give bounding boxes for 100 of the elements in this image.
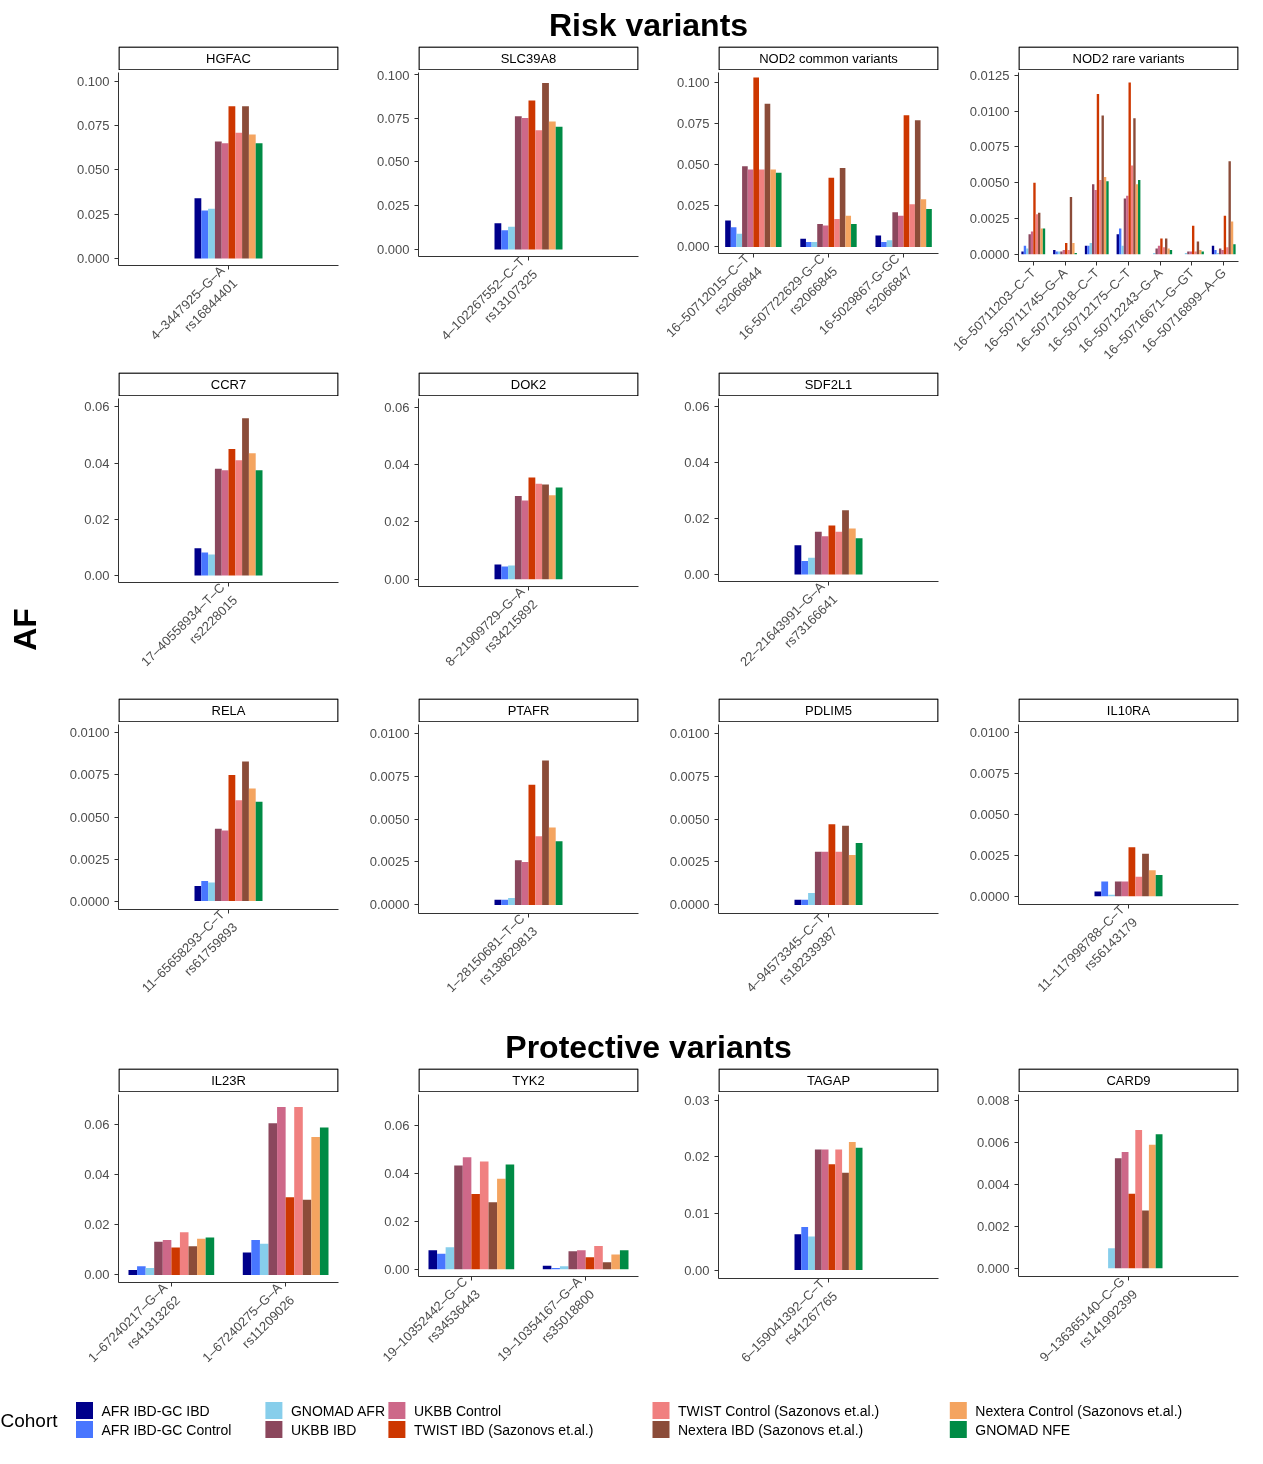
bar (821, 851, 829, 905)
bar (214, 468, 222, 576)
bar (914, 120, 921, 247)
bar (1135, 876, 1143, 897)
bar (248, 453, 256, 576)
y-tick-label: 0.050 (376, 154, 410, 170)
bar (855, 843, 863, 905)
bar (248, 134, 256, 259)
y-tick-label: 0.04 (384, 1166, 410, 1182)
y-tick-label: 0.000 (376, 241, 410, 257)
bar (214, 828, 222, 902)
y-tick-label: 0.0025 (69, 851, 110, 867)
y-tick-label: 0.02 (384, 514, 410, 530)
bar (835, 1149, 843, 1271)
bar (445, 1247, 455, 1270)
bar (814, 851, 822, 905)
bar (1072, 242, 1075, 255)
bar (501, 230, 509, 250)
y-tick-label: 0.002 (976, 1218, 1010, 1234)
bar (1155, 1134, 1163, 1269)
y-tick-label: 0.0075 (369, 768, 410, 784)
bar (834, 218, 840, 247)
bar (242, 1252, 252, 1275)
y-tick-label: 0.06 (384, 399, 410, 415)
y-tick-label: 0.000 (976, 1260, 1010, 1276)
bar (851, 223, 857, 247)
bar (559, 1266, 569, 1270)
y-tick-label: 0.025 (676, 198, 710, 214)
bar (848, 855, 856, 905)
y-tick-label: 0.0000 (369, 897, 410, 913)
bar (794, 545, 802, 575)
bar (255, 470, 263, 576)
y-tick-label: 0.025 (376, 198, 410, 214)
y-tick-label: 0.100 (676, 74, 710, 90)
legend-label: TWIST Control (Sazonovs et.al.) (678, 1402, 880, 1419)
chart-subtitle: IL10RA (1106, 703, 1151, 718)
y-tick-label: 0.004 (976, 1176, 1010, 1192)
chart-subtitle: SLC39A8 (500, 51, 557, 66)
bar (508, 226, 515, 250)
bar (842, 1172, 849, 1271)
y-tick-label: 0.0100 (369, 725, 410, 741)
bar (814, 1149, 822, 1271)
bar (514, 860, 522, 905)
y-tick-label: 0.0100 (669, 725, 710, 741)
bar (808, 557, 815, 575)
bar (428, 1250, 438, 1270)
bar (805, 241, 812, 247)
bar (1142, 853, 1149, 897)
bar (508, 565, 515, 580)
bar (619, 1250, 629, 1270)
y-tick-label: 0.0025 (369, 854, 410, 870)
y-tick-label: 0.0050 (969, 175, 1010, 191)
bar (898, 215, 904, 247)
chart-subtitle: TYK2 (512, 1073, 545, 1088)
bar (548, 827, 556, 905)
bar (585, 1257, 595, 1270)
y-tick-label: 0.008 (976, 1093, 1010, 1109)
bar (242, 418, 249, 576)
bar (758, 169, 765, 247)
legend-title: Cohort (0, 1410, 59, 1431)
bar (521, 861, 529, 905)
chart-subtitle: PTAFR (507, 703, 550, 718)
y-tick-label: 0.04 (84, 455, 110, 471)
chart-subtitle: DOK2 (510, 377, 547, 392)
bar (145, 1267, 155, 1275)
bar (479, 1161, 489, 1270)
y-tick-label: 0.0075 (669, 768, 710, 784)
bar (555, 487, 563, 580)
bar (277, 1107, 286, 1275)
bar (886, 240, 893, 247)
legend-label: UKBB Control (413, 1402, 502, 1419)
bar (568, 1251, 578, 1270)
bar (1114, 881, 1122, 897)
bar (179, 1232, 189, 1275)
y-tick-label: 0.02 (684, 1149, 710, 1165)
y-tick-label: 0.0100 (969, 725, 1010, 741)
y-tick-label: 0.0050 (369, 811, 410, 827)
y-tick-label: 0.00 (84, 567, 110, 583)
bar (255, 143, 263, 259)
y-tick-label: 0.000 (76, 250, 110, 266)
y-tick-label: 0.0025 (669, 854, 710, 870)
bar (1099, 179, 1102, 255)
bar (471, 1193, 480, 1270)
bar (248, 788, 256, 902)
bar (753, 77, 759, 247)
chart-subtitle: CCR7 (210, 377, 247, 392)
text: Risk variants (548, 6, 749, 43)
y-tick-label: 0.0000 (69, 893, 110, 909)
bar (197, 1238, 206, 1275)
bar (1148, 1144, 1156, 1269)
bar (736, 233, 743, 247)
bar (822, 225, 829, 247)
bar (814, 531, 822, 575)
y-tick-label: 0.006 (976, 1135, 1010, 1151)
chart-subtitle: SDF2L1 (804, 377, 853, 392)
bar (855, 538, 863, 575)
bar (255, 801, 263, 902)
y-tick-label: 0.04 (384, 457, 410, 473)
bar (214, 141, 222, 259)
y-tick-label: 0.04 (84, 1167, 110, 1183)
